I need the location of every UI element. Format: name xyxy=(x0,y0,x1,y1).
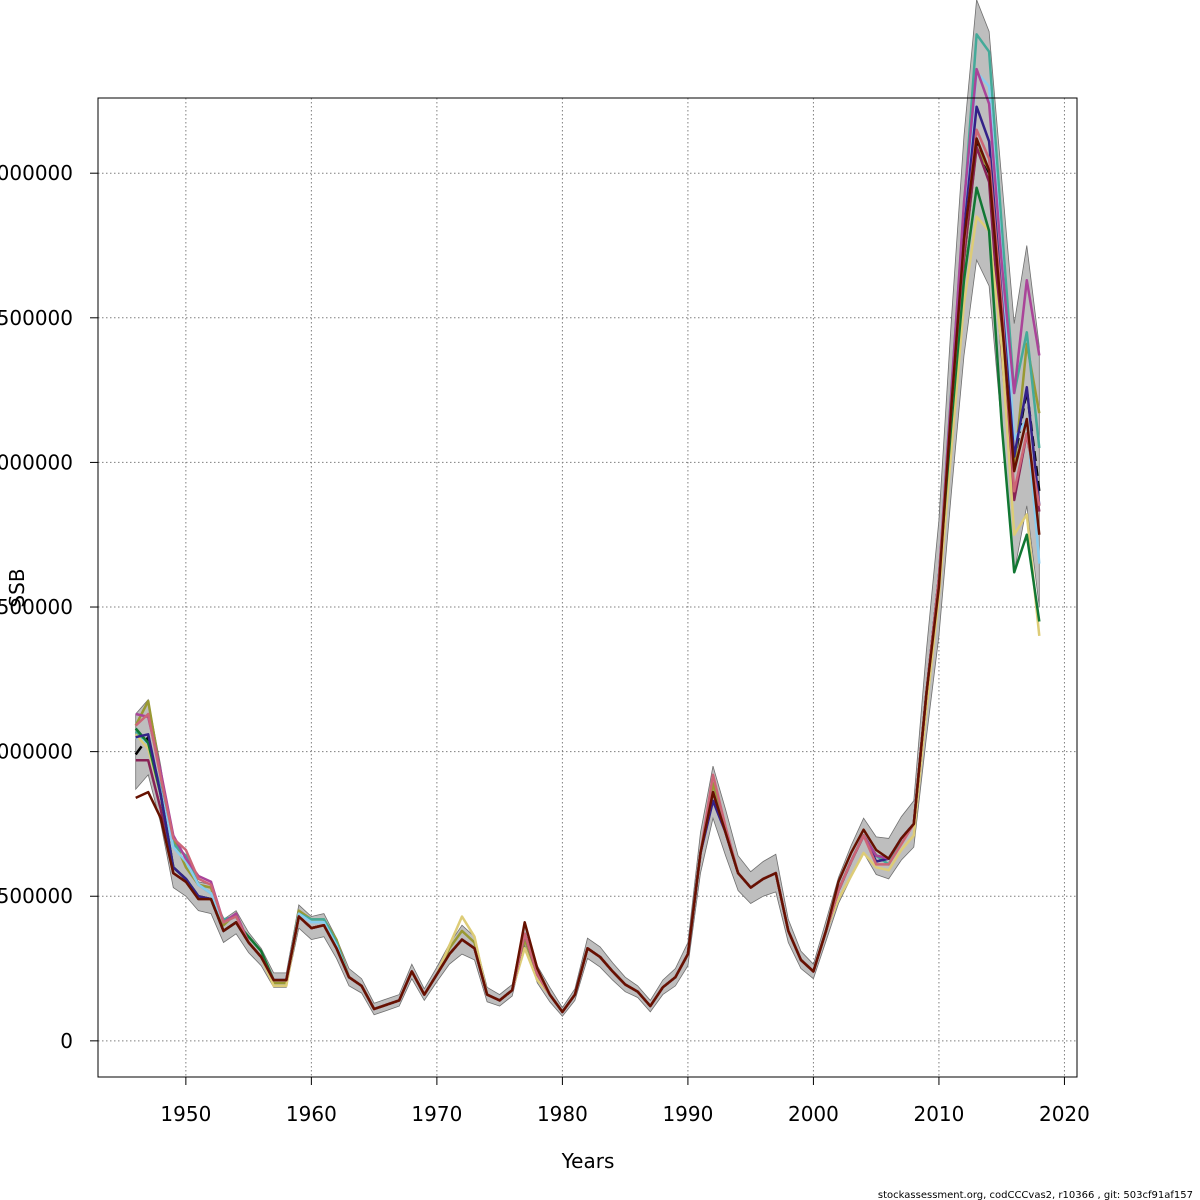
y-tick-label: 2500000 xyxy=(0,306,73,330)
confidence-band-area xyxy=(135,0,1040,1017)
y-tick-label: 3000000 xyxy=(0,161,73,185)
y-tick-label: 0 xyxy=(60,1029,73,1053)
x-tick-label: 1980 xyxy=(537,1102,588,1126)
series-lines xyxy=(134,33,1041,1014)
y-tick-label: 1500000 xyxy=(0,595,73,619)
x-tick-label: 1950 xyxy=(160,1102,211,1126)
x-tick-label: 1960 xyxy=(286,1102,337,1126)
x-axis-title: Years xyxy=(561,1149,615,1173)
x-tick-label: 1970 xyxy=(411,1102,462,1126)
confidence-band xyxy=(135,0,1040,1017)
y-tick-label: 500000 xyxy=(0,884,73,908)
plot-frame xyxy=(97,97,1078,1078)
series-line-11 xyxy=(135,137,1041,1014)
y-axis-title: SSB xyxy=(5,568,29,607)
x-tick-label: 1990 xyxy=(662,1102,713,1126)
x-axis: 1950 1960 1970 1980 1990 2000 2010 2020 xyxy=(160,1077,1090,1126)
y-tick-label: 1000000 xyxy=(0,740,73,764)
y-tick-label: 2000000 xyxy=(0,450,73,474)
x-tick-label: 2000 xyxy=(788,1102,839,1126)
x-tick-label: 2010 xyxy=(913,1102,964,1126)
x-tick-label: 2020 xyxy=(1039,1102,1090,1126)
footer-note: stockassessment.org, codCCCvas2, r10366 … xyxy=(878,1190,1193,1200)
y-axis: 0 500000 1000000 1500000 2000000 2500000 30000… xyxy=(0,161,98,1053)
